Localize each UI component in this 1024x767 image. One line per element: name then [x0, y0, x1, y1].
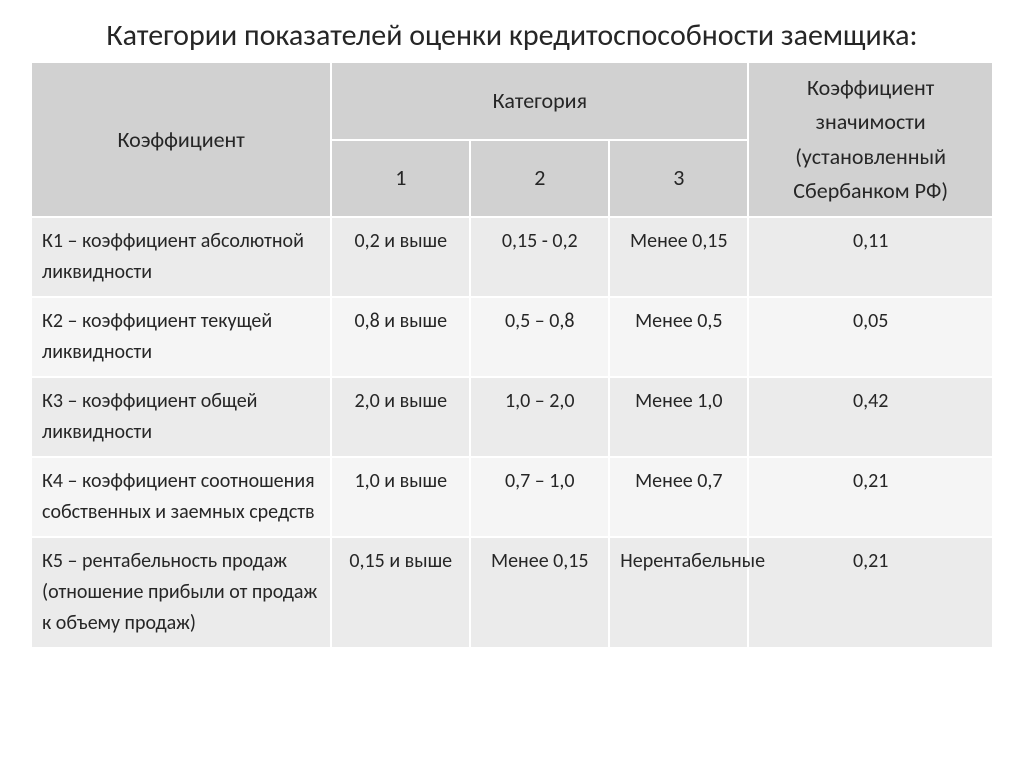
- col-cat1-header: 1: [331, 140, 470, 217]
- cell-category: Менее 0,5: [609, 297, 748, 377]
- cell-category: 1,0 и выше: [331, 457, 470, 537]
- header-row-1: Коэффициент Категория Коэффициент значим…: [31, 62, 993, 139]
- cell-significance: 0,21: [748, 537, 993, 648]
- page-title: Категории показателей оценки кредитоспос…: [30, 18, 994, 53]
- slide: Категории показателей оценки кредитоспос…: [0, 0, 1024, 649]
- col-cat3-header: 3: [609, 140, 748, 217]
- cell-category: Менее 0,7: [609, 457, 748, 537]
- cell-category: Нерентабельные: [609, 537, 748, 648]
- cell-category: 0,2 и выше: [331, 217, 470, 297]
- cell-significance: 0,42: [748, 377, 993, 457]
- cell-category: 0,15 - 0,2: [470, 217, 609, 297]
- cell-coef: К3 – коэффициент общей ликвидности: [31, 377, 331, 457]
- cell-significance: 0,21: [748, 457, 993, 537]
- col-category-header: Категория: [331, 62, 748, 139]
- cell-category: 0,15 и выше: [331, 537, 470, 648]
- cell-coef: К4 – коэффициент соотношения собственных…: [31, 457, 331, 537]
- cell-significance: 0,05: [748, 297, 993, 377]
- col-cat2-header: 2: [470, 140, 609, 217]
- cell-coef: К5 – рентабельность продаж (отношение пр…: [31, 537, 331, 648]
- col-coef-header: Коэффициент: [31, 62, 331, 216]
- cell-category: 0,8 и выше: [331, 297, 470, 377]
- table-row: К3 – коэффициент общей ликвидности2,0 и …: [31, 377, 993, 457]
- cell-category: 0,5 – 0,8: [470, 297, 609, 377]
- cell-category: Менее 1,0: [609, 377, 748, 457]
- table-row: К4 – коэффициент соотношения собственных…: [31, 457, 993, 537]
- table-body: К1 – коэффициент абсолютной ликвидности0…: [31, 217, 993, 648]
- cell-category: Менее 0,15: [609, 217, 748, 297]
- table-row: К5 – рентабельность продаж (отношение пр…: [31, 537, 993, 648]
- cell-category: 1,0 – 2,0: [470, 377, 609, 457]
- cell-category: Менее 0,15: [470, 537, 609, 648]
- coefficients-table: Коэффициент Категория Коэффициент значим…: [30, 61, 994, 648]
- col-significance-header: Коэффициент значимости (установленный Сб…: [748, 62, 993, 216]
- cell-category: 2,0 и выше: [331, 377, 470, 457]
- table-row: К2 – коэффициент текущей ликвидности0,8 …: [31, 297, 993, 377]
- table-row: К1 – коэффициент абсолютной ликвидности0…: [31, 217, 993, 297]
- cell-category: 0,7 – 1,0: [470, 457, 609, 537]
- cell-significance: 0,11: [748, 217, 993, 297]
- cell-coef: К1 – коэффициент абсолютной ликвидности: [31, 217, 331, 297]
- cell-coef: К2 – коэффициент текущей ликвидности: [31, 297, 331, 377]
- table-header: Коэффициент Категория Коэффициент значим…: [31, 62, 993, 216]
